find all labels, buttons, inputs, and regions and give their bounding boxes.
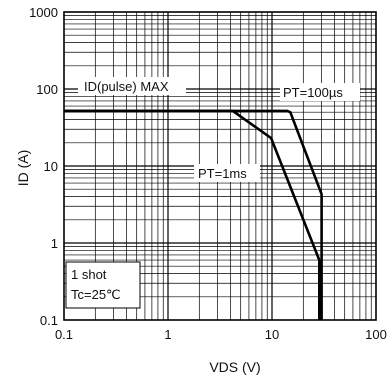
y-tick-label: 10: [44, 159, 58, 174]
pt-1ms-label: PT=1ms: [198, 166, 247, 181]
y-axis-title: ID (A): [15, 150, 31, 187]
y-tick-label: 100: [36, 82, 58, 97]
x-tick-label: 10: [265, 327, 279, 342]
pulse-max-label: ID(pulse) MAX: [84, 79, 169, 94]
series-lines: [64, 109, 323, 320]
pt-1ms-label-bg: [194, 164, 260, 182]
tick-labels: 0.1 1 10 100 0.1 1 10 100 1000: [29, 5, 387, 342]
conditions-box: [65, 261, 141, 309]
y-tick-label: 1: [51, 236, 58, 251]
x-tick-label: 100: [365, 327, 387, 342]
conditions-line-1: 1 shot: [71, 267, 107, 282]
y-tick-label: 1000: [29, 5, 58, 20]
x-tick-label: 1: [164, 327, 171, 342]
plot-frame: [63, 11, 377, 321]
x-tick-label: 0.1: [55, 327, 73, 342]
pt-100us-label: PT=100µs: [283, 85, 343, 100]
y-tick-label: 0.1: [40, 313, 58, 328]
series-line-pt-1ms: [64, 109, 321, 320]
x-axis-title: VDS (V): [209, 359, 260, 375]
conditions-line-2: Tc=25℃: [71, 287, 121, 302]
pulse-max-label-bg: [78, 77, 186, 95]
pt-100us-label-bg: [280, 83, 360, 101]
